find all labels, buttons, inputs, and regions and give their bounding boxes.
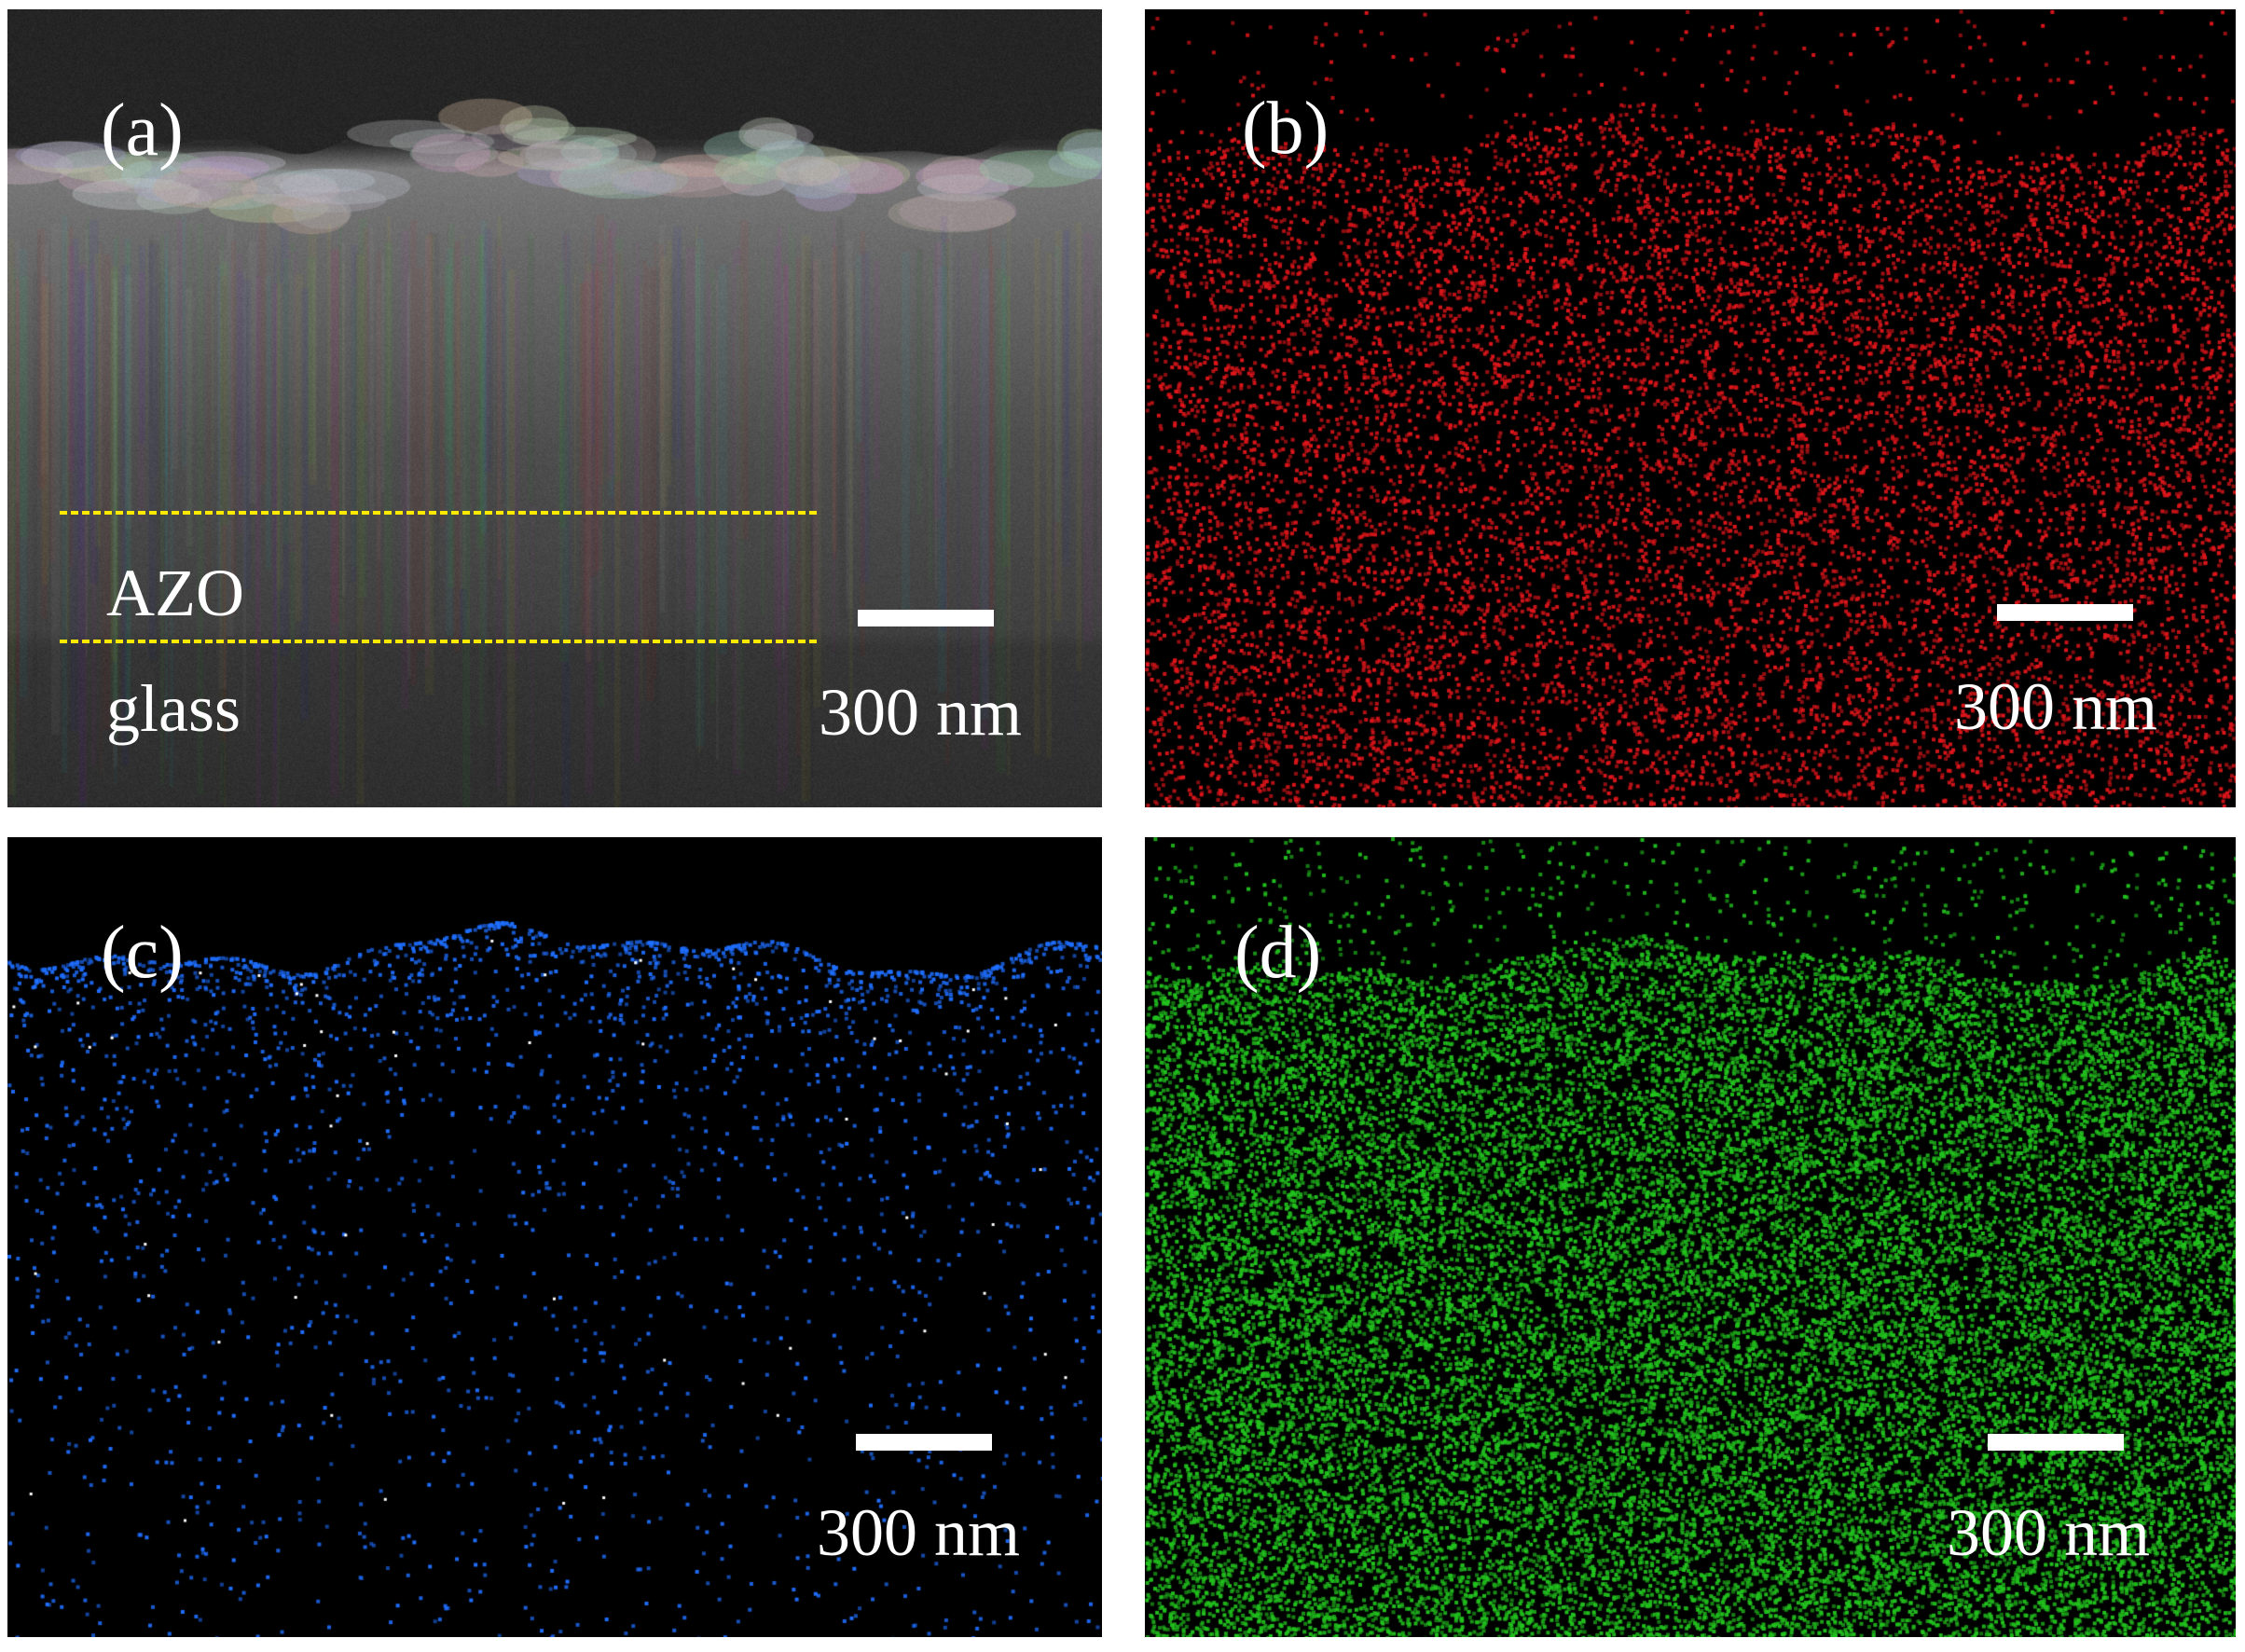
sem-image bbox=[7, 9, 1102, 807]
scale-bar bbox=[1988, 1434, 2124, 1451]
scale-bar-label: 300 nm bbox=[1954, 669, 2158, 744]
scale-bar-label: 300 nm bbox=[817, 1495, 1021, 1570]
panel-label-d: (d) bbox=[1234, 912, 1322, 994]
glass-substrate-label: glass bbox=[106, 671, 241, 746]
scale-bar bbox=[856, 1434, 992, 1451]
eds-map-blue bbox=[7, 837, 1102, 1637]
scale-bar bbox=[858, 610, 994, 626]
azo-bottom-guide-line bbox=[60, 640, 817, 643]
scale-bar-label: 300 nm bbox=[819, 675, 1023, 750]
scale-bar bbox=[1997, 604, 2133, 621]
eds-map-panel-c: (c) 300 nm bbox=[7, 837, 1102, 1637]
eds-map-red bbox=[1145, 9, 2236, 807]
panel-label-c: (c) bbox=[101, 912, 184, 994]
panel-label-b: (b) bbox=[1242, 88, 1329, 170]
panel-label-a: (a) bbox=[101, 89, 184, 172]
eds-map-panel-d: (d) 300 nm bbox=[1145, 837, 2236, 1637]
sem-panel-a: (a) AZO glass 300 nm bbox=[7, 9, 1102, 807]
azo-top-guide-line bbox=[60, 511, 817, 515]
scale-bar-label: 300 nm bbox=[1947, 1495, 2151, 1570]
eds-map-green bbox=[1145, 837, 2236, 1637]
azo-layer-label: AZO bbox=[106, 556, 244, 630]
eds-map-panel-b: (b) 300 nm bbox=[1145, 9, 2236, 807]
